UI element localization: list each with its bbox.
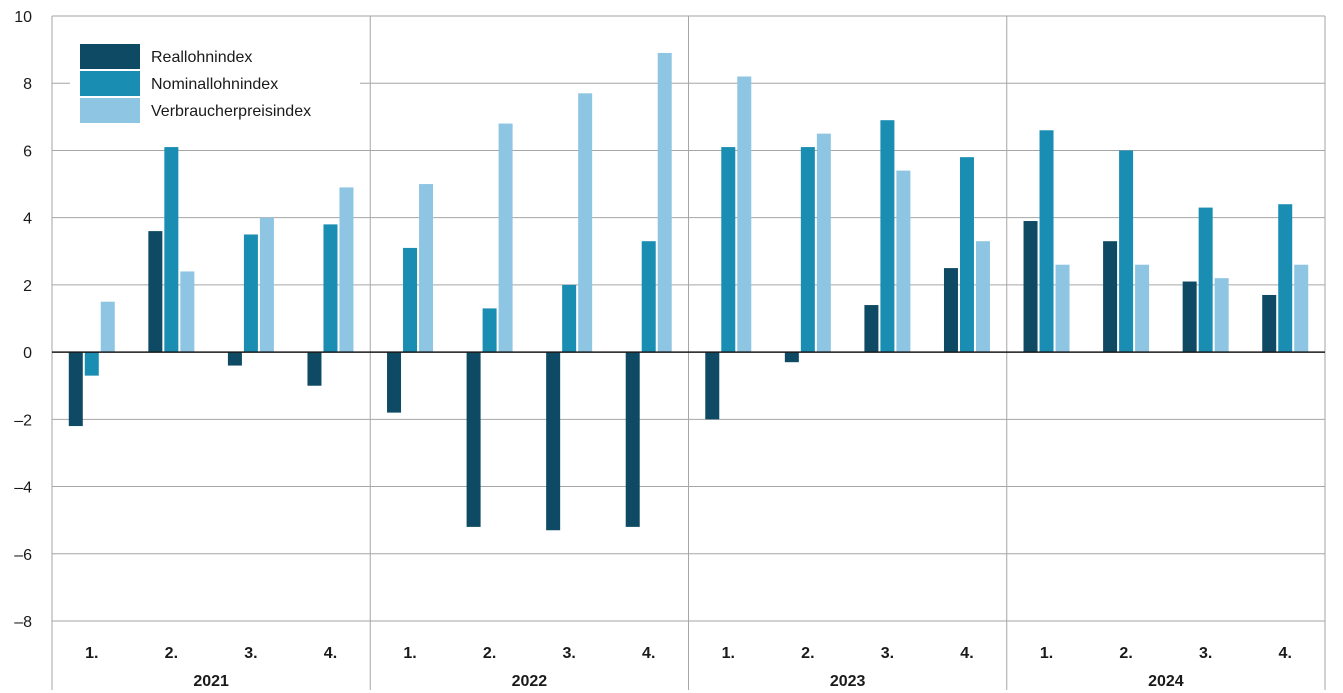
bar-reallohnindex xyxy=(307,352,322,386)
bar-nominallohnindex xyxy=(84,352,99,376)
legend-swatch-reallohnindex xyxy=(80,44,140,69)
bar-reallohnindex xyxy=(1103,241,1118,353)
bar-reallohnindex xyxy=(546,352,561,531)
bar-reallohnindex xyxy=(227,352,242,366)
bar-reallohnindex xyxy=(387,352,402,413)
bar-verbraucherpreisindex xyxy=(339,187,354,353)
bar-verbraucherpreisindex xyxy=(180,271,195,353)
x-tick-label-quarter: 1. xyxy=(403,645,416,662)
bar-reallohnindex xyxy=(705,352,720,420)
bar-reallohnindex xyxy=(1182,281,1197,353)
x-tick-label-quarter: 1. xyxy=(85,645,98,662)
bar-nominallohnindex xyxy=(482,308,497,353)
bar-verbraucherpreisindex xyxy=(896,170,911,353)
bar-nominallohnindex xyxy=(959,157,974,353)
bar-verbraucherpreisindex xyxy=(498,123,513,353)
bar-reallohnindex xyxy=(1262,294,1277,353)
y-tick-label: 8 xyxy=(23,76,32,93)
bar-verbraucherpreisindex xyxy=(1294,264,1309,353)
bar-verbraucherpreisindex xyxy=(259,217,274,353)
x-tick-label-quarter: 2. xyxy=(483,645,496,662)
bar-series xyxy=(68,52,1309,531)
bar-verbraucherpreisindex xyxy=(419,184,434,353)
legend-swatch-verbraucherpreisindex xyxy=(80,98,140,123)
bar-nominallohnindex xyxy=(403,247,418,353)
bar-reallohnindex xyxy=(625,352,640,527)
bar-nominallohnindex xyxy=(323,224,338,353)
bar-verbraucherpreisindex xyxy=(1214,278,1229,353)
bar-nominallohnindex xyxy=(243,234,258,353)
bar-nominallohnindex xyxy=(800,147,815,353)
bar-nominallohnindex xyxy=(562,284,577,353)
bar-reallohnindex xyxy=(466,352,481,527)
bar-verbraucherpreisindex xyxy=(578,93,593,353)
bar-verbraucherpreisindex xyxy=(816,133,831,353)
x-tick-label-year: 2022 xyxy=(512,673,548,690)
bar-nominallohnindex xyxy=(1039,130,1054,353)
x-tick-label-quarter: 1. xyxy=(722,645,735,662)
x-tick-label-quarter: 3. xyxy=(881,645,894,662)
y-tick-label: 0 xyxy=(23,345,32,362)
y-tick-label: 2 xyxy=(23,278,32,295)
bar-nominallohnindex xyxy=(164,147,179,353)
x-tick-label-quarter: 2. xyxy=(801,645,814,662)
bar-reallohnindex xyxy=(864,305,879,353)
legend-label-nominallohnindex: Nominallohnindex xyxy=(151,76,278,93)
y-tick-label: 4 xyxy=(23,211,32,228)
bar-reallohnindex xyxy=(784,352,799,363)
x-tick-label-quarter: 4. xyxy=(324,645,337,662)
grid-lines xyxy=(51,15,1326,690)
bar-verbraucherpreisindex xyxy=(1055,264,1070,353)
y-tick-label: –4 xyxy=(14,480,32,497)
y-tick-label: 6 xyxy=(23,143,32,160)
x-tick-label-quarter: 3. xyxy=(244,645,257,662)
y-tick-label: 10 xyxy=(14,9,32,26)
x-tick-label-quarter: 4. xyxy=(960,645,973,662)
legend-label-verbraucherpreisindex: Verbraucherpreisindex xyxy=(151,103,311,120)
x-tick-label-year: 2021 xyxy=(193,673,229,690)
bar-reallohnindex xyxy=(68,352,83,427)
x-tick-label-quarter: 1. xyxy=(1040,645,1053,662)
legend-label-reallohnindex: Reallohnindex xyxy=(151,49,252,66)
x-tick-label-year: 2024 xyxy=(1148,673,1184,690)
legend: Reallohnindex Nominallohnindex Verbraucher… xyxy=(70,36,360,127)
bar-nominallohnindex xyxy=(1198,207,1213,353)
y-tick-label: –8 xyxy=(14,614,32,631)
legend-swatch-nominallohnindex xyxy=(80,71,140,96)
bar-nominallohnindex xyxy=(1119,150,1134,353)
x-tick-label-quarter: 3. xyxy=(1199,645,1212,662)
bar-nominallohnindex xyxy=(721,147,736,353)
bar-verbraucherpreisindex xyxy=(975,241,990,353)
x-tick-label-quarter: 2. xyxy=(1119,645,1132,662)
bar-verbraucherpreisindex xyxy=(1135,264,1150,353)
x-tick-label-quarter: 2. xyxy=(165,645,178,662)
bar-nominallohnindex xyxy=(1278,204,1293,353)
bar-verbraucherpreisindex xyxy=(737,76,752,353)
bar-verbraucherpreisindex xyxy=(657,52,672,353)
bar-reallohnindex xyxy=(148,231,163,353)
y-tick-label: –6 xyxy=(14,547,32,564)
bar-nominallohnindex xyxy=(880,120,895,353)
x-tick-label-quarter: 4. xyxy=(642,645,655,662)
bar-reallohnindex xyxy=(1023,221,1038,353)
x-tick-label-quarter: 4. xyxy=(1279,645,1292,662)
axes: 10 8 6 4 2 0 –2 –4 –6 –8 1. 2. 3. 4. 1. 2. 3. 4. 1. 2. 3. 4. 1… xyxy=(14,9,1325,690)
bar-nominallohnindex xyxy=(641,241,656,353)
x-tick-label-quarter: 3. xyxy=(562,645,575,662)
x-tick-label-year: 2023 xyxy=(830,673,866,690)
bar-reallohnindex xyxy=(943,268,958,353)
bar-verbraucherpreisindex xyxy=(100,301,115,353)
y-tick-label: –2 xyxy=(14,412,32,429)
